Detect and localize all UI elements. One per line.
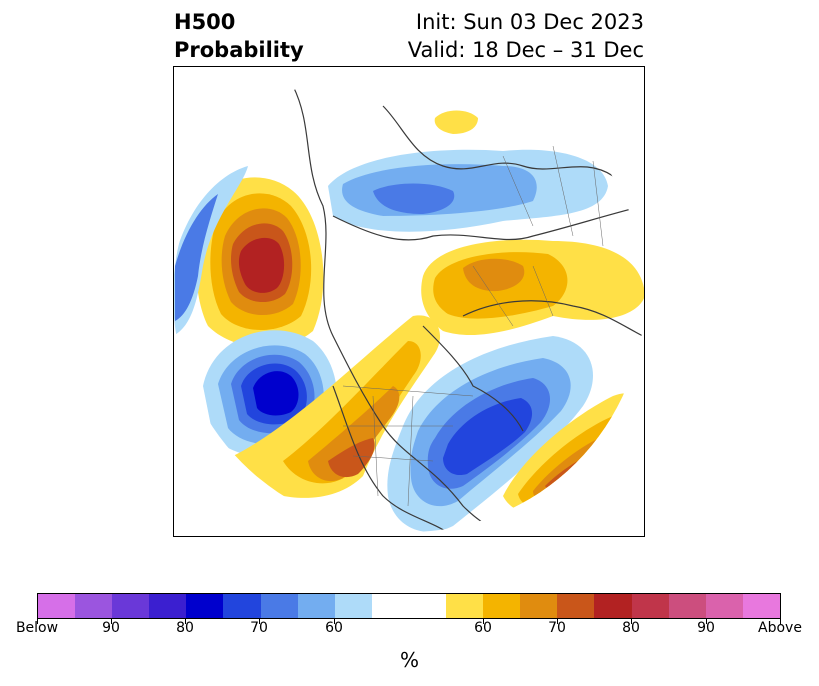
colorbar-tick-label: 70 bbox=[548, 620, 566, 636]
us-ridge-70 bbox=[308, 386, 400, 482]
colorbar-tick-label: 60 bbox=[325, 620, 343, 636]
colorbar-segment bbox=[705, 594, 743, 618]
eurasia-ridge-75 bbox=[463, 258, 525, 292]
colorbar-segment bbox=[371, 594, 409, 618]
colorbar-segment bbox=[112, 594, 150, 618]
colorbar-segment bbox=[631, 594, 669, 618]
valid-range-label: Valid: 18 Dec – 31 Dec bbox=[407, 38, 644, 62]
colorbar-tick-mark bbox=[780, 619, 781, 624]
map-canvas bbox=[173, 66, 645, 537]
colorbar-segment bbox=[408, 594, 447, 618]
colorbar-tick-mark bbox=[631, 619, 632, 624]
us-ridge-75 bbox=[328, 438, 375, 478]
colorbar-tick-label: 90 bbox=[697, 620, 715, 636]
west-trough-70 bbox=[175, 194, 218, 321]
colorbar-segment bbox=[594, 594, 632, 618]
colorbar-segment bbox=[446, 594, 484, 618]
colorbar-segment bbox=[186, 594, 224, 618]
colorbar-segment bbox=[75, 594, 113, 618]
colorbar-tick-mark bbox=[185, 619, 186, 624]
colorbar-unit: % bbox=[399, 648, 419, 672]
colorbar bbox=[37, 593, 781, 619]
coastlines bbox=[292, 85, 644, 532]
colorbar-tick-mark bbox=[706, 619, 707, 624]
colorbar-tick-label: Above bbox=[758, 620, 802, 636]
us-ridge-60 bbox=[233, 315, 441, 498]
colorbar-tick-label: 80 bbox=[622, 620, 640, 636]
us-ridge-65 bbox=[283, 341, 421, 484]
colorbar-tick-mark bbox=[483, 619, 484, 624]
arctic-trough-80 bbox=[373, 183, 455, 214]
init-date-label: Init: Sun 03 Dec 2023 bbox=[415, 10, 644, 34]
colorbar-tick-mark bbox=[557, 619, 558, 624]
colorbar-segment bbox=[260, 594, 298, 618]
atlantic-trough-75 bbox=[443, 398, 533, 476]
colorbar-tick-label: Below bbox=[15, 620, 59, 636]
polar-ridge-60 bbox=[434, 110, 478, 134]
colorbar-tick-label: 80 bbox=[176, 620, 194, 636]
chart-title-left: H500 Probability bbox=[174, 8, 304, 64]
colorbar-segment bbox=[742, 594, 780, 618]
colorbar-tick-mark bbox=[259, 619, 260, 624]
colorbar-tick-label: 60 bbox=[474, 620, 492, 636]
colorbar-segment bbox=[223, 594, 261, 618]
title-metric: Probability bbox=[174, 38, 304, 62]
colorbar-segment bbox=[149, 594, 187, 618]
colorbar-segment bbox=[483, 594, 521, 618]
colorbar-tick-label: 70 bbox=[250, 620, 268, 636]
colorbar-segment bbox=[668, 594, 706, 618]
colorbar-segment bbox=[334, 594, 372, 618]
colorbar-segment bbox=[297, 594, 335, 618]
pacific-trough-80 bbox=[253, 371, 299, 416]
chart-title-right: Init: Sun 03 Dec 2023 Valid: 18 Dec – 31… bbox=[408, 8, 644, 64]
colorbar-tick-mark bbox=[111, 619, 112, 624]
title-variable: H500 bbox=[174, 10, 236, 34]
colorbar-segment bbox=[38, 594, 76, 618]
probability-map bbox=[173, 66, 645, 537]
colorbar-tick-mark bbox=[37, 619, 38, 624]
colorbar-tick-label: 90 bbox=[102, 620, 120, 636]
colorbar-segment bbox=[557, 594, 595, 618]
probability-contours bbox=[173, 85, 645, 532]
borders bbox=[342, 145, 604, 507]
colorbar-segment bbox=[520, 594, 558, 618]
pacific-ridge-85 bbox=[238, 237, 285, 293]
colorbar-tick-mark bbox=[334, 619, 335, 624]
